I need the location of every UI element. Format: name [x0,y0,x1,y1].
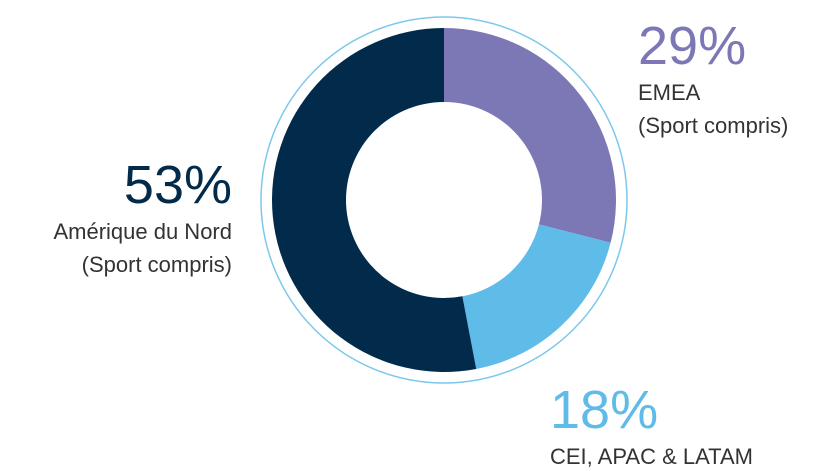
category-label: CEI, APAC & LATAM [550,444,753,469]
value-label: 18% [550,380,658,440]
value-label: 29% [638,16,746,76]
category-label: EMEA [638,80,701,105]
donut-slice [462,224,611,369]
category-label: Amérique du Nord [53,219,232,244]
donut-slice [444,28,617,243]
category-label: (Sport compris) [82,252,232,277]
outer-ring [260,16,628,384]
value-label: 53% [124,155,232,215]
category-label: (Sport compris) [638,113,788,138]
donut-slice [272,28,477,372]
